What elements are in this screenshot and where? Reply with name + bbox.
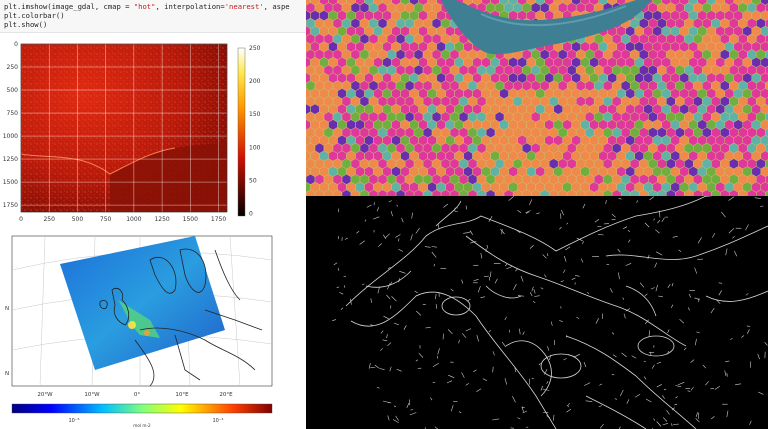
- hot-x-tick-label: 1250: [154, 216, 169, 223]
- map-colorbar-tick-low: 10⁻⁵: [68, 418, 79, 424]
- hot-x-tick-label: 500: [72, 216, 84, 223]
- hot-x-tick-label: 1000: [126, 216, 141, 223]
- hot-colorbar-tick-label: 50: [249, 177, 257, 184]
- edge-map-letter: C: [454, 207, 458, 214]
- map-longitude-label: 10°E: [175, 392, 189, 398]
- map-longitude-labels: 20°W 10°W 0° 10°E 20°E: [37, 392, 233, 398]
- edge-map-svg: C: [306, 196, 768, 429]
- hex-cells: [306, 0, 768, 196]
- country-borders: [99, 248, 263, 387]
- hot-y-tick-label: 1750: [3, 202, 18, 209]
- hot-y-tick-label: 1000: [3, 133, 18, 140]
- hot-y-tick-label: 250: [7, 64, 19, 71]
- hexagon-landcover-map: [306, 0, 768, 196]
- hot-plot-y-ticks: 0 250 500 750 1000 1250 1500 1750: [3, 41, 18, 209]
- hot-image-coastline: [20, 147, 176, 175]
- hot-x-tick-label: 1500: [183, 216, 198, 223]
- hot-x-tick-label: 0: [19, 216, 23, 223]
- map-longitude-label: 20°W: [37, 392, 53, 398]
- hot-colorbar-tick-label: 200: [249, 78, 261, 85]
- hot-y-tick-label: 1250: [3, 156, 18, 163]
- hot-colorbar: [237, 47, 246, 217]
- swath-hotspot-yellow: [128, 321, 136, 329]
- hot-colorbar-tick-label: 100: [249, 144, 261, 151]
- hot-colorbar-tick-label: 0: [249, 210, 253, 217]
- river-channel: [441, 0, 651, 55]
- hot-plot-svg: 0 250 500 750 1000 1250 1500 1750 0250500750100…: [3, 41, 261, 223]
- hot-colorbar-tick-label: 250: [249, 45, 261, 52]
- edge-detection-map: C: [306, 196, 768, 429]
- hot-x-tick-label: 250: [43, 216, 55, 223]
- map-colorbar-unit: mol m-2: [133, 423, 151, 428]
- code-line-3: plt.show(): [4, 20, 48, 29]
- edge-lines: [345, 196, 768, 429]
- code-line-1-interp: 'nearest': [224, 2, 264, 11]
- code-line-2: plt.colorbar(): [4, 11, 65, 20]
- map-colorbar-tick-high: 10⁻⁴: [212, 418, 223, 424]
- hot-plot-x-ticks: 0 250 500 750 1000 1250 1500 1750: [19, 216, 226, 223]
- hot-y-tick-label: 750: [7, 110, 19, 117]
- code-line-1-prefix: plt.imshow(image_gdal, cmap =: [4, 2, 134, 11]
- code-line-1-suffix: , aspe: [263, 2, 290, 11]
- code-line-1-cmap: "hot": [133, 2, 156, 11]
- hot-x-tick-label: 750: [100, 216, 112, 223]
- map-latitude-label: N: [5, 371, 9, 377]
- map-longitude-label: 10°W: [84, 392, 100, 398]
- swath-hotspot-orange: [144, 330, 150, 336]
- hex-map-svg: [306, 0, 768, 196]
- hot-y-tick-label: 1500: [3, 179, 18, 186]
- map-latitude-label: N: [5, 306, 9, 312]
- hot-y-tick-label: 500: [7, 87, 19, 94]
- code-block: plt.imshow(image_gdal, cmap = "hot", int…: [0, 0, 306, 31]
- map-longitude-label: 20°E: [219, 392, 233, 398]
- hot-colormap-plot: 0 250 500 750 1000 1250 1500 1750 0 250 500 750 100…: [0, 34, 306, 230]
- map-longitude-label: 0°: [134, 392, 140, 398]
- hot-colorbar-ticks: 250 200 150 100 50 0: [249, 45, 261, 217]
- hot-y-tick-label: 0: [14, 41, 18, 48]
- hot-x-tick-label: 1750: [211, 216, 226, 223]
- europe-map-svg: 20°W 10°W 0° 10°E 20°E NN 10⁻⁵ 10⁻⁴ mol m-2: [5, 235, 273, 428]
- river-highlight: [480, 5, 627, 27]
- edge-map-background: [306, 196, 768, 429]
- map-colorbar: [11, 403, 273, 414]
- map-latitude-labels: NN: [5, 306, 9, 377]
- code-line-1-mid: , interpolation=: [155, 2, 225, 11]
- hot-colorbar-tick-label: 150: [249, 111, 261, 118]
- code-cell: plt.imshow(image_gdal, cmap = "hot", int…: [0, 0, 306, 33]
- hot-plot-frame: [20, 43, 228, 213]
- edge-speckles: [332, 196, 768, 429]
